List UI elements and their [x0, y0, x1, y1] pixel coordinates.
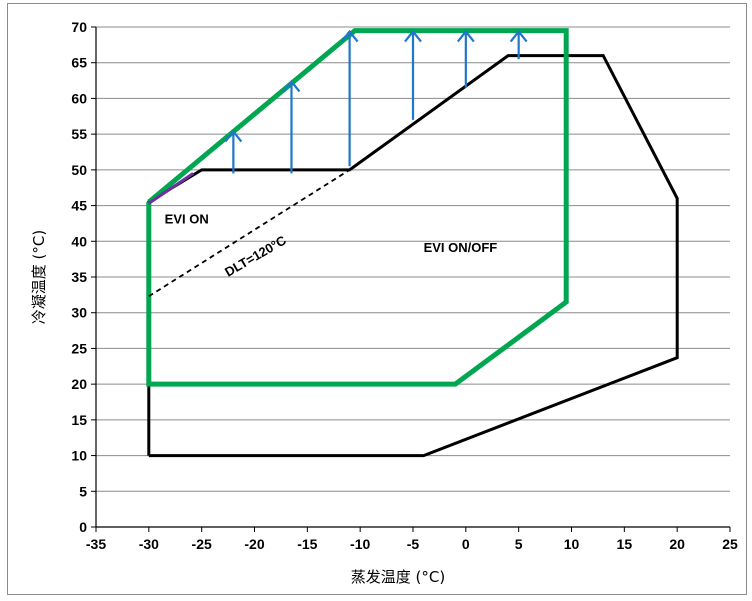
- y-tick-label: 55: [71, 126, 87, 142]
- annotation-label: EVI ON: [165, 211, 209, 226]
- series-line-1: [146, 28, 569, 387]
- arrows-group: [224, 29, 528, 174]
- x-tick-label: -35: [86, 536, 106, 552]
- x-tick-label: -15: [297, 536, 317, 552]
- arrow-head: [509, 29, 528, 43]
- y-tick-label: 0: [79, 519, 87, 535]
- y-tick-label: 10: [71, 448, 87, 464]
- arrow-head: [282, 79, 301, 93]
- x-tick-label: 5: [515, 536, 523, 552]
- x-tick-label: 10: [564, 536, 580, 552]
- x-tick-label: -30: [139, 536, 159, 552]
- arrow-head: [404, 29, 422, 43]
- arrow-head: [456, 29, 475, 43]
- x-tick-label: -25: [192, 536, 212, 552]
- series-line-3: [147, 172, 195, 205]
- y-tick-label: 70: [71, 19, 87, 35]
- x-tick-label: 20: [669, 536, 685, 552]
- x-tick-label: 0: [462, 536, 470, 552]
- y-tick-label: 15: [71, 412, 87, 428]
- chart-frame: 0 5 10 15 20 25 30 35 40 45 50 55 60 65 70 -35 -30 -25 -20…: [7, 3, 747, 595]
- series-group: [146, 28, 679, 458]
- x-axis-title: 蒸发温度 (°C): [351, 568, 445, 586]
- y-tick-label: 45: [71, 198, 87, 214]
- y-tick-label: 5: [79, 483, 87, 499]
- x-tick-label: -20: [244, 536, 264, 552]
- series-line-2: [148, 169, 351, 298]
- arrow-head: [224, 129, 243, 143]
- y-tick-label: 65: [71, 55, 87, 71]
- y-tick-label: 40: [71, 233, 87, 249]
- annotations-group: EVI ON EVI ON/OFF DLT=120°C: [165, 211, 498, 279]
- y-tick-label: 60: [71, 90, 87, 106]
- y-axis-title: 冷凝温度 (°C): [30, 230, 48, 324]
- y-tick-label: 20: [71, 376, 87, 392]
- x-tick-label: 15: [617, 536, 633, 552]
- x-tick-label: -10: [350, 536, 370, 552]
- annotation-label: EVI ON/OFF: [424, 240, 498, 255]
- y-tick-label: 25: [71, 340, 87, 356]
- annotation-label: DLT=120°C: [222, 232, 289, 279]
- y-tick-label: 35: [71, 269, 87, 285]
- y-tick-label: 30: [71, 305, 87, 321]
- x-tick-label: -5: [407, 536, 420, 552]
- x-tick-label: 25: [722, 536, 738, 552]
- arrow-head: [340, 29, 359, 43]
- y-tick-label: 50: [71, 162, 87, 178]
